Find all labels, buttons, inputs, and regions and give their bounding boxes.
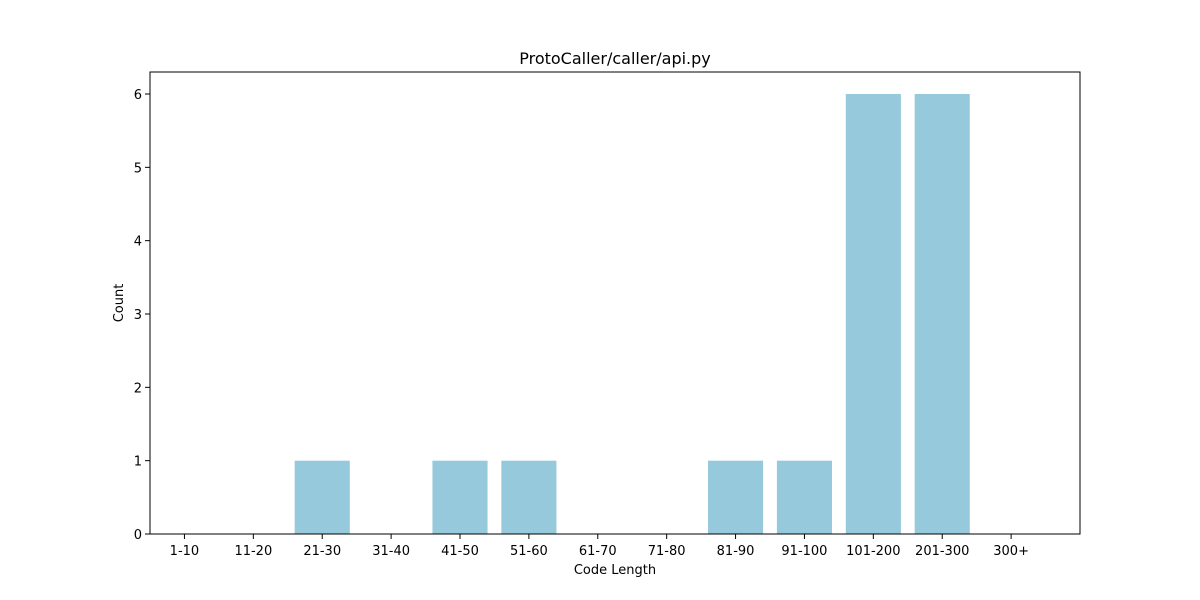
bar-81-90: [708, 460, 764, 534]
y-tick-label: 5: [134, 161, 142, 176]
x-tick-label: 91-100: [781, 544, 827, 559]
bar-41-50: [432, 460, 488, 534]
x-tick-label: 41-50: [441, 544, 479, 559]
y-tick-label: 4: [134, 235, 142, 250]
x-tick-label: 201-300: [915, 544, 969, 559]
y-tick-label: 3: [134, 308, 142, 323]
x-tick-label: 71-80: [648, 544, 686, 559]
bar-201-300: [914, 94, 970, 534]
plot-frame: [149, 71, 1081, 535]
chart-title: ProtoCaller/caller/api.py: [519, 49, 711, 68]
bar-51-60: [501, 460, 557, 534]
x-tick-label: 11-20: [234, 544, 272, 559]
y-tick-label: 1: [134, 455, 142, 470]
x-tick-label: 300+: [993, 544, 1029, 559]
y-tick-label: 6: [134, 88, 142, 103]
x-tick-label: 31-40: [372, 544, 410, 559]
bars-group: [294, 94, 970, 534]
y-axis: 0 1 2 3 4 5 6: [134, 88, 150, 543]
x-tick-label: 51-60: [510, 544, 548, 559]
x-tick-label: 81-90: [717, 544, 755, 559]
y-tick-label: 0: [134, 528, 142, 543]
bar-21-30: [294, 460, 350, 534]
x-tick-label: 21-30: [303, 544, 341, 559]
y-tick-label: 2: [134, 381, 142, 396]
x-axis-label: Code Length: [574, 563, 656, 578]
y-axis-label: Count: [112, 284, 127, 323]
x-tick-label: 101-200: [846, 544, 900, 559]
x-tick-label: 61-70: [579, 544, 617, 559]
x-tick-label: 1-10: [170, 544, 200, 559]
x-axis: 1-10 11-20 21-30 31-40 41-50 51-60 61-70 71-80 8…: [170, 534, 1029, 559]
bar-101-200: [845, 94, 901, 534]
bar-91-100: [776, 460, 832, 534]
